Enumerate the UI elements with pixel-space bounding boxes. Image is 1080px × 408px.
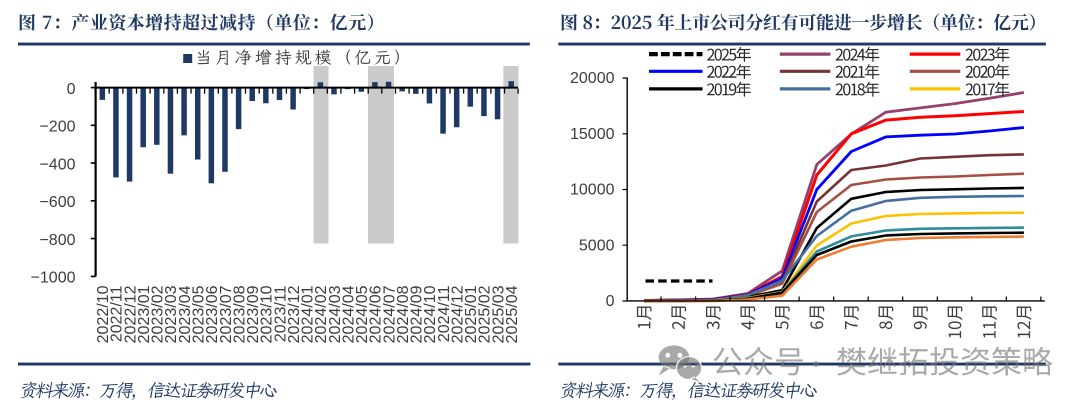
svg-text:10000: 10000 (570, 182, 615, 199)
svg-text:2023/01: 2023/01 (136, 285, 153, 343)
svg-text:−600: −600 (39, 194, 75, 211)
svg-text:2023/10: 2023/10 (259, 285, 276, 343)
svg-text:2024/06: 2024/06 (368, 285, 385, 343)
svg-text:2024/04: 2024/04 (340, 285, 357, 343)
svg-text:2023/11: 2023/11 (272, 285, 289, 342)
svg-text:2024/07: 2024/07 (381, 285, 398, 343)
svg-text:2024/03: 2024/03 (327, 285, 344, 343)
svg-text:2024/05: 2024/05 (354, 285, 371, 343)
svg-text:5000: 5000 (579, 237, 615, 254)
svg-text:2024/12: 2024/12 (450, 285, 467, 343)
svg-text:2024/01: 2024/01 (300, 285, 317, 343)
svg-text:2025/04: 2025/04 (504, 285, 521, 343)
svg-text:0: 0 (67, 81, 76, 98)
svg-text:−800: −800 (39, 232, 75, 249)
svg-text:2022/10: 2022/10 (95, 285, 112, 343)
svg-text:15000: 15000 (570, 126, 615, 143)
svg-text:2024/08: 2024/08 (395, 285, 412, 343)
svg-text:20000: 20000 (570, 70, 615, 87)
svg-text:0: 0 (606, 293, 615, 310)
svg-text:2024/11: 2024/11 (436, 285, 453, 342)
svg-text:2022/11: 2022/11 (109, 285, 126, 342)
svg-text:2023/06: 2023/06 (204, 285, 221, 343)
svg-text:2023/09: 2023/09 (245, 285, 262, 343)
svg-text:−400: −400 (39, 156, 75, 173)
svg-text:−200: −200 (39, 119, 75, 136)
svg-text:2025/03: 2025/03 (490, 285, 507, 343)
svg-text:2025/02: 2025/02 (477, 285, 494, 343)
svg-text:2023/04: 2023/04 (177, 285, 194, 343)
svg-text:2022/12: 2022/12 (122, 285, 139, 343)
svg-text:2025/01: 2025/01 (463, 285, 480, 343)
svg-text:2024/10: 2024/10 (422, 285, 439, 343)
svg-text:2023/02: 2023/02 (150, 285, 167, 343)
svg-text:2023/12: 2023/12 (286, 285, 303, 343)
svg-text:2023/05: 2023/05 (191, 285, 208, 343)
svg-text:2023/03: 2023/03 (163, 285, 180, 343)
svg-text:2023/07: 2023/07 (218, 285, 235, 343)
svg-text:2024/09: 2024/09 (409, 285, 426, 343)
svg-text:2023/08: 2023/08 (231, 285, 248, 343)
svg-text:−1000: −1000 (31, 270, 76, 287)
svg-text:2024/02: 2024/02 (313, 285, 330, 343)
